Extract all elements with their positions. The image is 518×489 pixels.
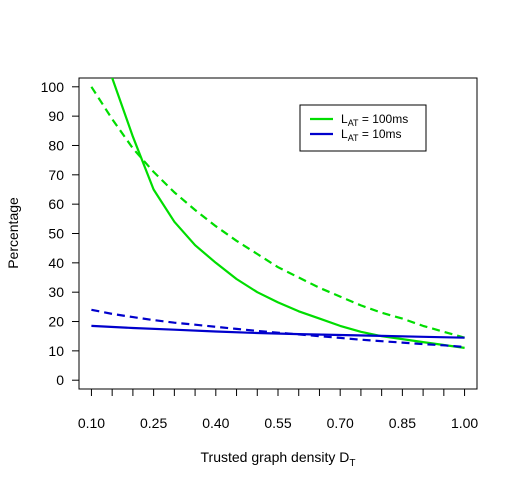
y-tick-label: 40: [48, 255, 64, 271]
y-tick-label: 80: [48, 137, 64, 153]
y-tick-label: 90: [48, 108, 64, 124]
y-tick-label: 0: [56, 372, 64, 388]
x-axis-label: Trusted graph density DT: [201, 449, 356, 469]
y-tick-label: 20: [48, 314, 64, 330]
series-line-4: [91, 308, 465, 349]
x-tick-label: 0.25: [140, 415, 167, 431]
x-axis-label-subscript: T: [349, 458, 355, 469]
x-tick-label: 0.55: [264, 415, 291, 431]
series-layer: [90, 78, 465, 349]
x-tick-label: 0.40: [202, 415, 229, 431]
x-tick-label: 0.70: [327, 415, 354, 431]
y-tick-label: 60: [48, 196, 64, 212]
y-tick-label: 30: [48, 284, 64, 300]
x-axis: 0.10 0.25 0.40 0.55 0.70 0.85 1.00: [78, 388, 478, 431]
legend-entry-label: LAT = 10ms: [341, 127, 402, 143]
x-tick-label: 0.10: [78, 415, 105, 431]
y-tick-label: 10: [48, 343, 64, 359]
legend-entry-label: LAT = 100ms: [341, 112, 408, 128]
legend-box: [299, 104, 427, 152]
y-axis-label: Percentage: [5, 197, 21, 269]
x-tick-label: 0.85: [389, 415, 416, 431]
series-line-2: [90, 86, 465, 339]
series-line-1: [111, 78, 465, 349]
y-axis: 0 10 20 30 40 50 60 70 80 90 100: [41, 79, 80, 388]
y-tick-label: 100: [41, 79, 65, 95]
x-tick-label: 1.00: [451, 415, 478, 431]
y-tick-label: 50: [48, 226, 64, 242]
y-tick-label: 70: [48, 167, 64, 183]
